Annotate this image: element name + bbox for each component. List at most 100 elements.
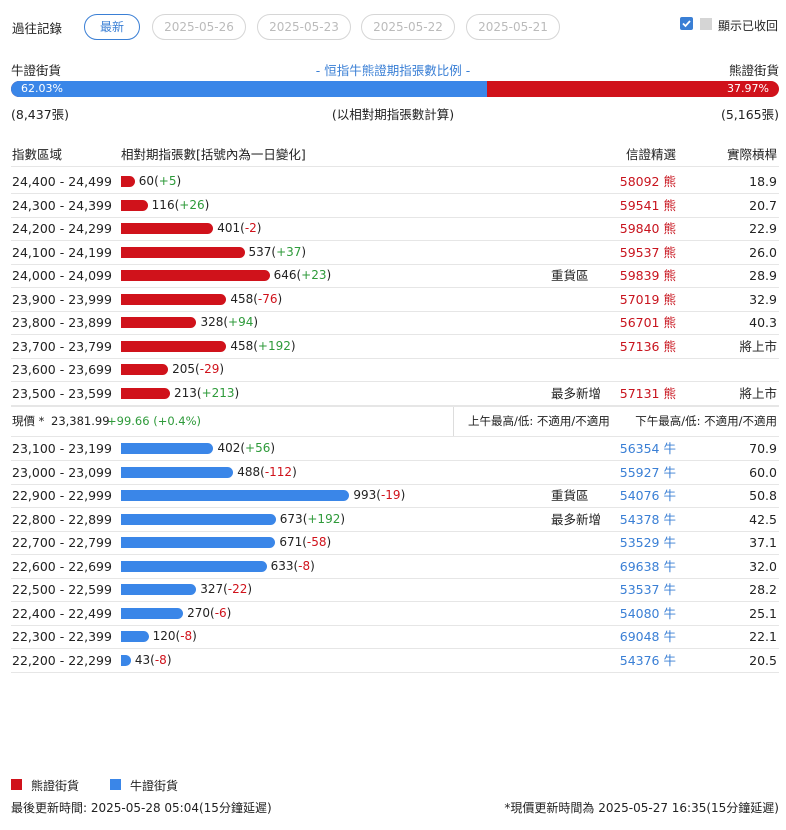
row: 23,900 - 23,999 458-76 57019 熊 32.9 bbox=[11, 288, 779, 312]
history-title: 過往記錄 bbox=[12, 21, 63, 36]
leverage: 70.9 bbox=[749, 441, 777, 456]
tab[interactable]: 2025-05-21 bbox=[466, 14, 560, 40]
bull-label: 牛證街貨 bbox=[11, 63, 62, 78]
col-warrant: 信證精選 bbox=[625, 147, 676, 162]
range: 22,600 - 22,699 bbox=[12, 558, 112, 574]
bar bbox=[121, 560, 267, 572]
warrant[interactable]: 59839 熊 bbox=[619, 268, 676, 283]
leverage: 60.0 bbox=[749, 464, 777, 480]
bar bbox=[121, 607, 184, 619]
tab[interactable]: 2025-05-22 bbox=[361, 14, 455, 40]
warrant[interactable]: 57019 熊 bbox=[619, 291, 676, 307]
change: +23 bbox=[296, 268, 331, 282]
leverage: 25.1 bbox=[749, 605, 777, 621]
tab[interactable]: 2025-05-26 bbox=[152, 14, 246, 40]
note: 重貨區 bbox=[551, 488, 589, 503]
count: 633 bbox=[270, 558, 294, 573]
count: 205 bbox=[172, 362, 196, 376]
count: 537 bbox=[248, 244, 272, 259]
bar bbox=[121, 537, 276, 548]
tab[interactable]: 最新 bbox=[84, 14, 140, 40]
bar bbox=[121, 293, 227, 305]
count: 328 bbox=[200, 315, 224, 329]
change: +26 bbox=[175, 198, 210, 212]
count-label: 633-8 bbox=[271, 555, 315, 578]
count: 327 bbox=[200, 582, 224, 596]
count: 60 bbox=[138, 174, 155, 188]
range: 22,700 - 22,799 bbox=[12, 535, 112, 550]
bar bbox=[121, 490, 350, 501]
warrant[interactable]: 55927 牛 bbox=[619, 464, 676, 480]
toggle-label[interactable]: 顯示已收回 bbox=[718, 19, 779, 33]
count: 401 bbox=[217, 221, 241, 235]
leverage: 將上市 bbox=[739, 385, 777, 401]
checkbox[interactable] bbox=[680, 17, 693, 30]
leverage: 50.8 bbox=[749, 488, 777, 503]
footer-spot-updated: *現價更新時間為 2025-05-27 16:35(15分鐘延遲) bbox=[504, 801, 779, 815]
change: -58 bbox=[302, 535, 331, 549]
warrant[interactable]: 56354 牛 bbox=[619, 441, 676, 456]
bar bbox=[121, 364, 169, 375]
row: 24,200 - 24,299 401-2 59840 熊 22.9 bbox=[11, 217, 779, 241]
count-label: 327-22 bbox=[200, 578, 252, 601]
count: 671 bbox=[279, 535, 303, 549]
bar bbox=[121, 443, 214, 454]
bar bbox=[121, 466, 234, 478]
bar bbox=[121, 176, 135, 187]
leverage: 將上市 bbox=[739, 338, 777, 354]
col-count: 相對期指張數[括號內為一日變化] bbox=[121, 147, 306, 162]
count-label: 116+26 bbox=[152, 194, 210, 217]
change: +192 bbox=[303, 512, 345, 526]
header-row: 指數區域 相對期指張數[括號內為一日變化] 信證精選 實際槓桿 bbox=[11, 143, 779, 167]
leverage: 22.1 bbox=[749, 629, 777, 644]
warrant[interactable]: 69048 牛 bbox=[619, 629, 676, 644]
change: +56 bbox=[240, 441, 275, 455]
row: 23,800 - 23,899 328+94 56701 熊 40.3 bbox=[11, 311, 779, 335]
warrant[interactable]: 57136 熊 bbox=[619, 338, 676, 354]
warrant[interactable]: 54378 牛 bbox=[619, 511, 676, 527]
change: +37 bbox=[271, 245, 306, 259]
count-label: 402+56 bbox=[217, 437, 275, 460]
row: 24,100 - 24,199 537+37 59537 熊 26.0 bbox=[11, 241, 779, 265]
leverage: 42.5 bbox=[749, 511, 777, 527]
warrant[interactable]: 59840 熊 bbox=[619, 221, 676, 236]
leverage: 28.2 bbox=[749, 582, 777, 597]
count: 673 bbox=[279, 511, 303, 526]
legend-swatch-bull bbox=[110, 779, 121, 790]
bear-pct: 37.97% bbox=[727, 82, 769, 95]
warrant[interactable]: 59541 熊 bbox=[619, 197, 676, 213]
warrant[interactable]: 59537 熊 bbox=[619, 244, 676, 260]
warrant[interactable]: 53529 牛 bbox=[619, 535, 676, 550]
range: 22,900 - 22,999 bbox=[12, 488, 112, 503]
bull-count: (8,437張) bbox=[11, 107, 70, 122]
row: 22,700 - 22,799 671-58 53529 牛 37.1 bbox=[11, 531, 779, 555]
bar bbox=[121, 631, 149, 642]
tab[interactable]: 2025-05-23 bbox=[257, 14, 351, 40]
count: 270 bbox=[187, 605, 210, 620]
row: 22,900 - 22,999 993-19 重貨區 54076 牛 50.8 bbox=[11, 484, 779, 508]
warrant[interactable]: 69638 牛 bbox=[619, 558, 676, 574]
warrant[interactable]: 54376 牛 bbox=[619, 652, 676, 668]
bull-ratio bbox=[11, 81, 488, 97]
warrant[interactable]: 54076 牛 bbox=[619, 488, 676, 503]
change: +94 bbox=[223, 315, 258, 329]
ratio-bar: 62.03% 37.97% bbox=[11, 81, 779, 97]
warrant[interactable]: 57131 熊 bbox=[619, 385, 676, 401]
range: 22,200 - 22,299 bbox=[12, 652, 112, 668]
range: 23,000 - 23,099 bbox=[12, 464, 112, 480]
spot-change: +99.66 (+0.4%) bbox=[107, 414, 202, 428]
bar bbox=[121, 387, 170, 399]
change: -6 bbox=[210, 606, 231, 620]
bar bbox=[121, 246, 245, 258]
row: 22,800 - 22,899 673+192 最多新增 54378 牛 42.5 bbox=[11, 508, 779, 532]
warrant[interactable]: 58092 熊 bbox=[619, 174, 676, 189]
am-range: 上午最高/低: 不適用/不適用 bbox=[468, 414, 610, 428]
count: 488 bbox=[237, 464, 261, 479]
warrant[interactable]: 56701 熊 bbox=[619, 315, 676, 330]
count-label: 673+192 bbox=[280, 508, 345, 531]
row: 22,600 - 22,699 633-8 69638 牛 32.0 bbox=[11, 555, 779, 579]
warrant[interactable]: 54080 牛 bbox=[619, 605, 676, 621]
bar bbox=[121, 223, 214, 234]
row: 23,600 - 23,699 205-29 bbox=[11, 358, 779, 382]
warrant[interactable]: 53537 牛 bbox=[619, 582, 676, 597]
